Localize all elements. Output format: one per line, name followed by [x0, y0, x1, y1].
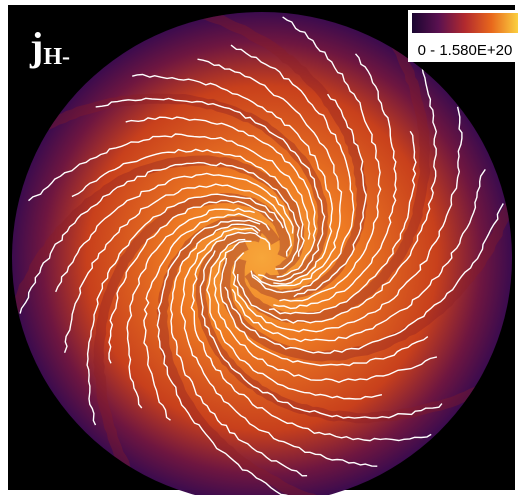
current-line [143, 212, 271, 421]
current-line [197, 58, 343, 287]
current-lines [19, 16, 504, 495]
current-line [108, 199, 274, 364]
colorbar [412, 13, 518, 33]
label-main: j [29, 24, 43, 69]
current-line [231, 169, 486, 343]
current-line [95, 97, 326, 282]
density-disk [12, 12, 512, 495]
current-line [126, 207, 255, 409]
current-line [232, 106, 463, 333]
arm [234, 36, 431, 323]
current-line [273, 53, 397, 310]
arm [156, 216, 330, 495]
current-line [180, 227, 378, 467]
current-line [213, 240, 438, 384]
current-line [170, 223, 308, 477]
current-line [199, 250, 443, 419]
current-line [63, 183, 293, 353]
current-line [190, 231, 432, 442]
current-line [19, 161, 300, 314]
label-subscript: H- [43, 44, 70, 70]
colorbar-label: 0 - 1.580E+20 [418, 42, 513, 59]
arm [93, 192, 290, 481]
current-line [156, 219, 307, 495]
current-line [125, 116, 317, 278]
current-line [86, 193, 284, 426]
arm [12, 155, 305, 323]
current-line [224, 203, 504, 354]
current-line [55, 172, 294, 293]
arm [194, 12, 368, 301]
current-line [219, 257, 429, 367]
current-line [268, 130, 417, 315]
current-line [293, 93, 367, 298]
current-line [28, 133, 311, 240]
arm [220, 191, 512, 362]
current-line [206, 238, 383, 400]
current-line [71, 148, 305, 257]
current-line [230, 44, 355, 294]
current-line [279, 16, 382, 302]
current-line [132, 73, 334, 285]
current-line [236, 66, 438, 324]
panel-label: jH- [29, 24, 70, 70]
